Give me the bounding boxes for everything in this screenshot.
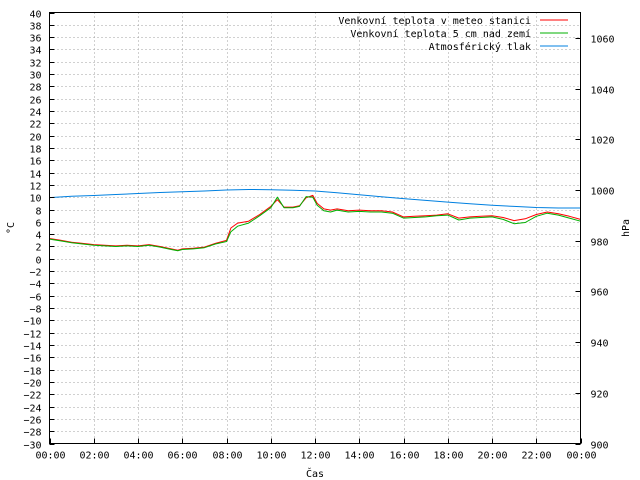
y2-tick-label: 960 bbox=[591, 288, 609, 299]
legend-label: Venkovní teplota 5 cm nad zemí bbox=[350, 28, 531, 40]
y-tick-label: 20 bbox=[29, 133, 41, 144]
x-tick-label: 08:00 bbox=[212, 451, 242, 462]
y-tick-label: 8 bbox=[35, 207, 41, 218]
y-axis-label: °C bbox=[6, 222, 17, 234]
legend-label: Atmosférický tlak bbox=[429, 41, 531, 53]
y-tick-label: 30 bbox=[29, 71, 41, 82]
y2-tick-label: 920 bbox=[591, 390, 609, 401]
y-tick-label: 28 bbox=[29, 83, 41, 94]
legend: Venkovní teplota v meteo staniciVenkovní… bbox=[338, 15, 568, 53]
y-tick-label: 38 bbox=[29, 22, 41, 33]
y-tick-label: −28 bbox=[23, 428, 41, 439]
y-tick-label: 14 bbox=[29, 170, 41, 181]
y-tick-label: −14 bbox=[23, 342, 41, 353]
series-line bbox=[49, 189, 581, 209]
x-tick-label: 22:00 bbox=[521, 451, 551, 462]
y-tick-label: 26 bbox=[29, 96, 41, 107]
x-axis-label: Čas bbox=[306, 467, 324, 480]
y-tick-label: −2 bbox=[29, 268, 41, 279]
series-line bbox=[49, 196, 581, 252]
y-tick-label: −30 bbox=[23, 441, 41, 452]
y-tick-label: 18 bbox=[29, 145, 41, 156]
y-tick-label: 2 bbox=[35, 243, 41, 254]
x-tick-label: 18:00 bbox=[433, 451, 463, 462]
y-tick-label: 40 bbox=[29, 10, 41, 21]
y-tick-label: 12 bbox=[29, 182, 41, 193]
y-tick-label: 24 bbox=[29, 108, 41, 119]
y-tick-label: −4 bbox=[29, 280, 41, 291]
y-tick-label: −10 bbox=[23, 317, 41, 328]
ticks: −30−28−26−24−22−20−18−16−14−12−10−8−6−4−… bbox=[23, 10, 614, 462]
y2-axis-label: hPa bbox=[621, 219, 632, 237]
y-tick-label: 22 bbox=[29, 120, 41, 131]
y2-tick-label: 940 bbox=[591, 339, 609, 350]
y-tick-label: −12 bbox=[23, 330, 41, 341]
y2-tick-label: 1020 bbox=[591, 136, 615, 147]
x-tick-label: 16:00 bbox=[389, 451, 419, 462]
y-tick-label: −22 bbox=[23, 391, 41, 402]
x-tick-label: 04:00 bbox=[123, 451, 153, 462]
y-tick-label: −24 bbox=[23, 404, 41, 415]
y-tick-label: −8 bbox=[29, 305, 41, 316]
series-group bbox=[49, 189, 581, 252]
grid bbox=[49, 12, 581, 444]
y-tick-label: 32 bbox=[29, 59, 41, 70]
y-tick-label: 36 bbox=[29, 34, 41, 45]
series-line bbox=[49, 194, 581, 251]
y2-tick-label: 1040 bbox=[591, 86, 615, 97]
y-tick-label: 6 bbox=[35, 219, 41, 230]
x-tick-label: 00:00 bbox=[35, 451, 65, 462]
y-tick-label: 10 bbox=[29, 194, 41, 205]
y2-tick-label: 1000 bbox=[591, 187, 615, 198]
x-tick-label: 12:00 bbox=[300, 451, 330, 462]
y-tick-label: −16 bbox=[23, 354, 41, 365]
x-tick-label: 00:00 bbox=[566, 451, 596, 462]
y-tick-label: 4 bbox=[35, 231, 41, 242]
y-tick-label: −6 bbox=[29, 293, 41, 304]
x-tick-label: 06:00 bbox=[167, 451, 197, 462]
y-tick-label: 0 bbox=[35, 256, 41, 267]
x-tick-label: 02:00 bbox=[79, 451, 109, 462]
legend-label: Venkovní teplota v meteo stanici bbox=[338, 15, 531, 27]
y2-tick-label: 980 bbox=[591, 238, 609, 249]
y-tick-label: −18 bbox=[23, 367, 41, 378]
y2-tick-label: 1060 bbox=[591, 35, 615, 46]
y-tick-label: −26 bbox=[23, 416, 41, 427]
y-tick-label: −20 bbox=[23, 379, 41, 390]
y-tick-label: 34 bbox=[29, 46, 41, 57]
y2-tick-label: 900 bbox=[591, 441, 609, 452]
y-tick-label: 16 bbox=[29, 157, 41, 168]
x-tick-label: 14:00 bbox=[344, 451, 374, 462]
x-tick-label: 20:00 bbox=[477, 451, 507, 462]
x-tick-label: 10:00 bbox=[256, 451, 286, 462]
